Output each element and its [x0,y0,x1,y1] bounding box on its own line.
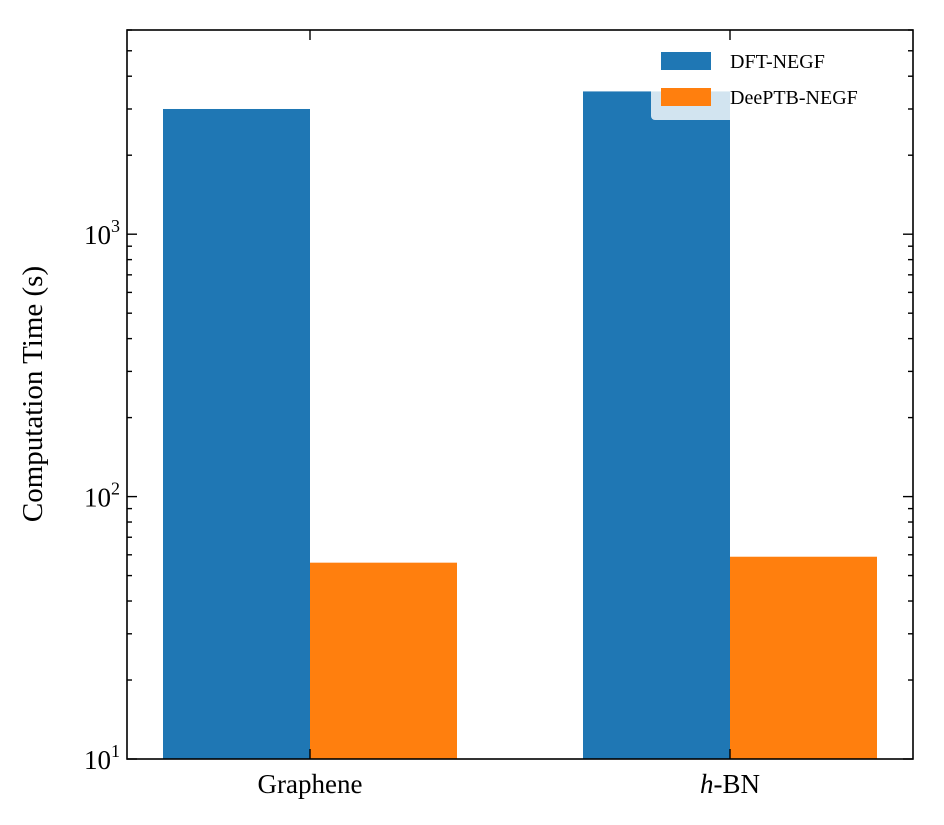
x-tick-labels: Graphene h-BN [258,769,760,799]
legend-swatch [661,88,711,106]
bar-dft-negf-graphene [163,108,310,759]
y-tick-labels: 101 102 103 [84,216,120,775]
legend-label: DeePTB-NEGF [730,87,858,109]
bars-layer [163,91,877,759]
y-axis-label: Computation Time (s) [17,266,49,522]
x-tick-label: h-BN [700,769,760,799]
legend-label: DFT-NEGF [730,51,825,73]
bar-deeptb-negf-graphene [310,562,457,759]
y-tick-label: 103 [84,216,120,250]
legend-box [651,44,901,120]
bar-deeptb-negf-h-bn [730,556,877,759]
y-tick-label: 101 [84,741,120,775]
plot-frame [126,29,914,760]
y-tick-label: 102 [84,479,120,513]
bar-dft-negf-h-bn [583,91,730,759]
legend-swatch [661,52,711,70]
x-tick-label: Graphene [258,769,363,799]
legend: DFT-NEGF DeePTB-NEGF [651,44,901,120]
